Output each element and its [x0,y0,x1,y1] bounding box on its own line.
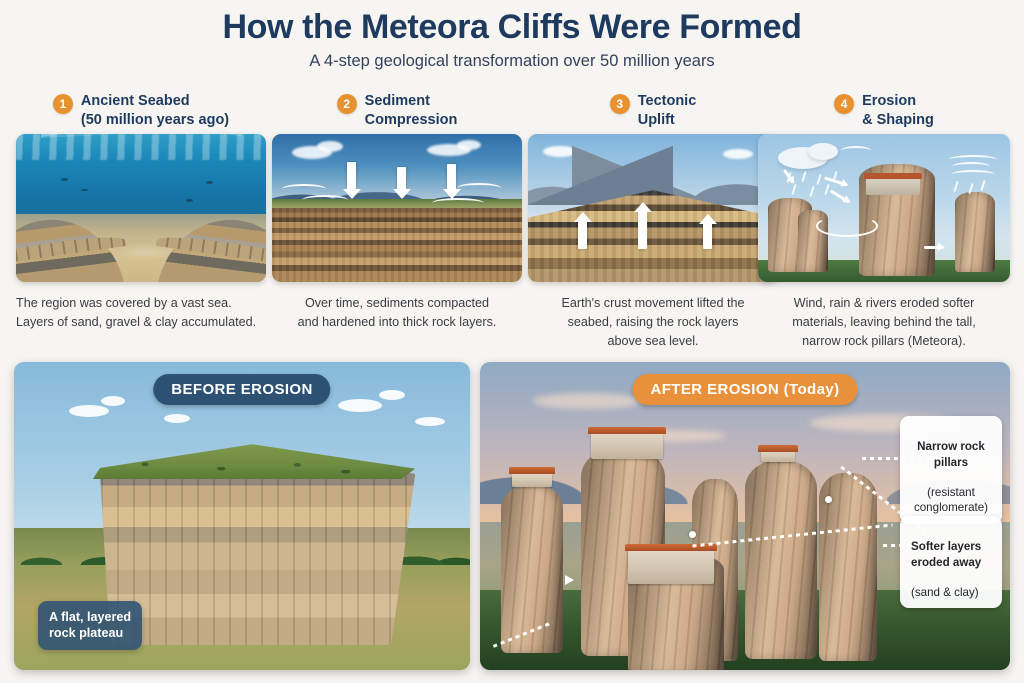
fish-icon [206,181,213,184]
step-number-badge-2: 2 [336,94,357,114]
step-card-1: 1 Ancient Seabed (50 million years ago) … [16,92,266,332]
wind-swirl-icon [949,154,998,164]
water-surface-ripples [16,134,266,160]
wind-swirl-icon [841,145,872,155]
step-title-4: Erosion & Shaping [862,93,934,128]
cloud-icon [68,405,109,418]
erosion-arrow [924,243,946,251]
monastery-icon [864,173,923,196]
compression-arrow-down [397,166,406,190]
rock-pillar-right [954,192,995,272]
step-caption-1: The region was covered by a vast sea. La… [16,296,257,329]
step-title-2: Sediment Compression [364,93,458,128]
callout-detail: (resistant conglomerate) [913,486,989,515]
uplift-arrow-up [638,211,647,250]
after-erosion-panel: AFTER EROSION (Today) Narrow rock pillar… [480,362,1010,670]
step-card-2: 2 Sediment Compression Over time, sedime… [272,92,522,332]
callout-arrow-head [564,574,574,585]
rock-pillar [819,472,878,661]
callout-anchor-dot [689,531,697,539]
step-image-3 [528,134,778,282]
after-erosion-chip: AFTER EROSION (Today) [632,374,858,405]
wind-swirl-icon [950,169,995,179]
step-number-badge-3: 3 [609,94,630,114]
step-image-4 [758,134,1010,282]
cloud-icon [317,141,343,153]
sediment-layers [272,208,522,282]
before-erosion-panel: BEFORE EROSION A flat, layered rock plat… [14,362,470,670]
step-title-1: Ancient Seabed (50 million years ago) [80,93,230,128]
step-caption-4: Wind, rain & rivers eroded softer materi… [792,296,976,348]
callout-softer-layers-eroded: Softer layers eroded away (sand & clay) [900,516,1002,609]
sediment-wave-line [302,194,348,205]
cloud-icon [100,395,125,406]
sediment-wave-line [457,182,501,193]
step-caption-3: Earth's crust movement lifted the seabed… [561,296,745,348]
step-caption-2: Over time, sediments compacted and harde… [297,296,497,329]
callout-heading: Softer layers eroded away [911,540,982,569]
wind-swirl-icon [951,162,990,171]
erosion-loop-arrow [815,215,878,238]
cloud-icon [808,142,839,160]
page-subtitle: A 4-step geological transformation over … [309,52,715,70]
monastery-icon [625,543,718,584]
step-card-3: 3 Tectonic Uplift Earth's crust movement… [528,92,778,351]
callout-heading: Narrow rock pillars [917,440,985,469]
sediment-wave-line [282,184,326,194]
rock-strata-group [16,199,266,282]
cloud-icon [415,417,446,427]
step-number-badge-1: 1 [52,94,73,114]
uplift-arrow-up [703,223,712,250]
step-card-4: 4 Erosion & Shaping [758,92,1010,351]
cloud-icon [533,392,643,409]
compression-arrow-down [347,162,356,191]
callout-narrow-rock-pillars: Narrow rock pillars (resistant conglomer… [900,416,1002,524]
cloud-icon [337,398,382,412]
step-header-4: 4 Erosion & Shaping [758,92,1010,134]
callout-detail: (sand & clay) [911,586,979,600]
rock-pillar [501,485,564,654]
sediment-wave-line [432,197,484,208]
cloud-icon [164,414,191,424]
cloud-icon [378,389,405,400]
step-number-badge-4: 4 [834,94,855,114]
page-title: How the Meteora Cliffs Were Formed [222,8,802,46]
rock-pillar [745,460,817,659]
monastery-icon [588,426,667,459]
monastery-icon [508,466,555,487]
layered-mesa-rock [99,448,416,646]
step-header-3: 3 Tectonic Uplift [528,92,778,134]
fish-icon [186,199,193,202]
compression-arrow-down [447,163,456,190]
step-header-2: 2 Sediment Compression [272,92,522,134]
callout-anchor-dot [824,495,832,503]
uplift-arrow-up [578,221,587,250]
step-header-1: 1 Ancient Seabed (50 million years ago) [16,92,266,134]
before-erosion-chip: BEFORE EROSION [153,374,331,405]
step-title-3: Tectonic Uplift [637,93,697,128]
fish-icon [81,188,88,192]
monastery-icon [757,445,798,463]
rock-pillar-left-2 [798,210,829,272]
cloud-icon [457,139,481,150]
step-image-1 [16,134,266,282]
step-image-2 [272,134,522,282]
before-erosion-note: A flat, layered rock plateau [38,600,143,650]
fish-icon [61,178,68,181]
